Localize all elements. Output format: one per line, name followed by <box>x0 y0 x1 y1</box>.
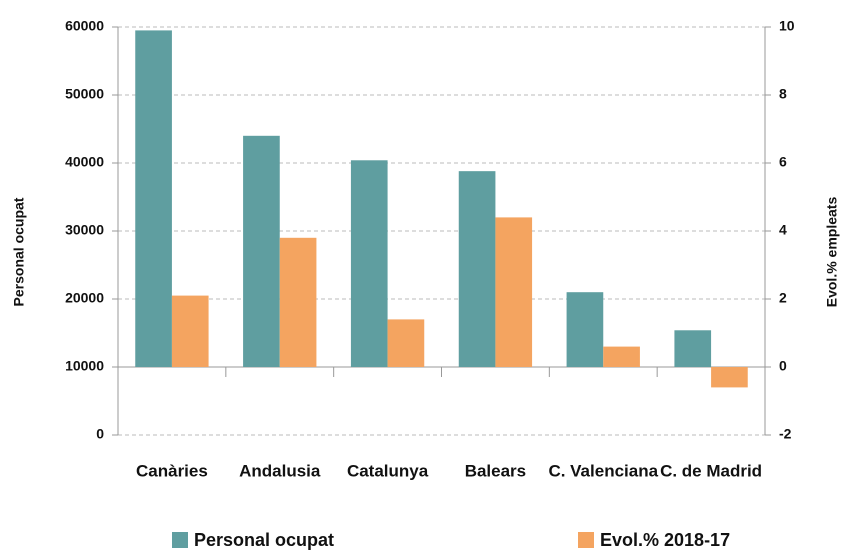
y2-tick-label: 8 <box>779 86 787 102</box>
y-tick-label: 50000 <box>65 86 104 102</box>
bar <box>279 237 317 367</box>
x-tick-label: Andalusia <box>239 461 321 480</box>
bar <box>135 30 172 368</box>
y2-tick-label: 4 <box>779 222 787 238</box>
x-tick-label: Catalunya <box>347 461 429 480</box>
y-tick-label: 10000 <box>65 358 104 374</box>
x-tick-label: C. de Madrid <box>660 461 762 480</box>
legend-swatch <box>578 532 594 548</box>
x-tick-label: C. Valenciana <box>548 461 658 480</box>
y-tick-label: 20000 <box>65 290 104 306</box>
x-tick-label: Balears <box>465 461 526 480</box>
y-tick-label: 40000 <box>65 154 104 170</box>
y2-tick-label: 2 <box>779 290 787 306</box>
y-tick-label: 0 <box>96 426 104 442</box>
y-axis-label: Personal ocupat <box>11 197 27 306</box>
y2-tick-label: 6 <box>779 154 787 170</box>
y-tick-label: 60000 <box>65 18 104 34</box>
y2-tick-label: 0 <box>779 358 787 374</box>
bar <box>711 367 748 388</box>
legend-swatch <box>172 532 188 548</box>
bar <box>458 171 496 367</box>
legend-label: Evol.% 2018-17 <box>600 530 730 550</box>
bar <box>350 160 388 367</box>
bar <box>387 319 425 367</box>
y2-tick-label: 10 <box>779 18 795 34</box>
y2-tick-label: -2 <box>779 426 792 442</box>
bar <box>495 217 533 367</box>
x-tick-label: Canàries <box>136 461 208 480</box>
bar <box>171 295 209 367</box>
y-tick-label: 30000 <box>65 222 104 238</box>
bar <box>674 330 712 367</box>
bar <box>603 346 640 367</box>
y2-axis-label: Evol.% empleats <box>824 197 840 308</box>
bar <box>243 135 280 367</box>
legend-label: Personal ocupat <box>194 530 334 550</box>
bar <box>566 292 604 367</box>
